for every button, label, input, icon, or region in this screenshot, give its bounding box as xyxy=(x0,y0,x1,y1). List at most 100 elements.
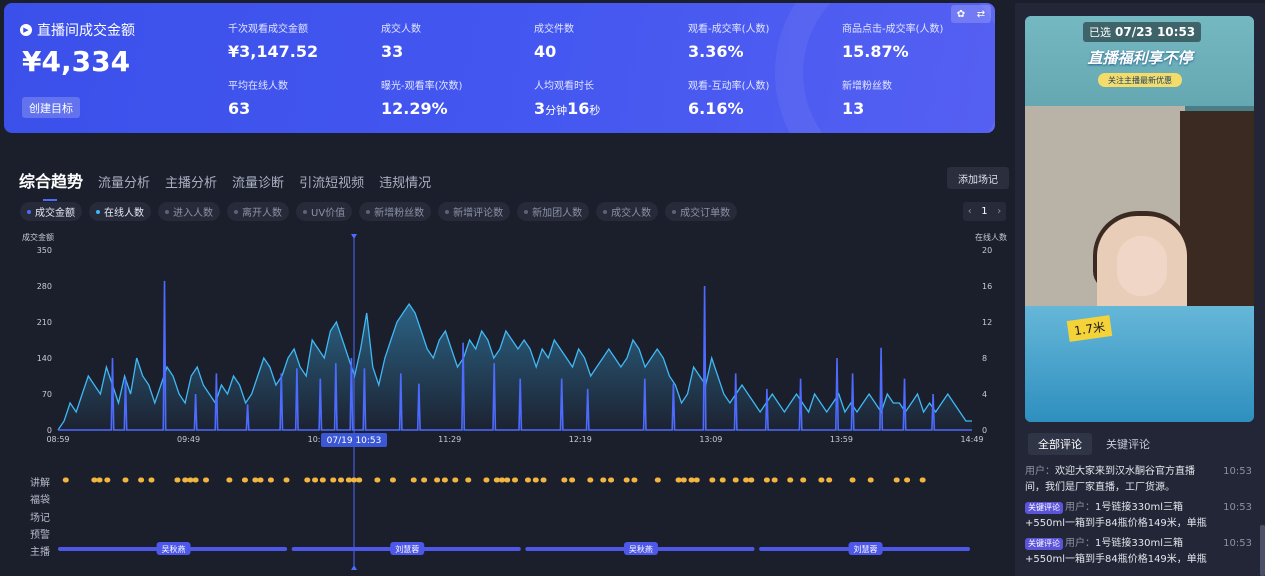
metric-label: 成交件数 xyxy=(534,24,574,35)
y-tick-left: 210 xyxy=(37,318,52,327)
explain-marker xyxy=(904,477,911,483)
metric-items: 成交件数 40 xyxy=(534,20,574,61)
metric-value: ¥3,147.52 xyxy=(228,42,319,61)
explain-marker xyxy=(356,477,363,483)
page-number: 1 xyxy=(981,206,988,217)
metric-chip[interactable]: 在线人数 xyxy=(89,202,151,221)
metric-label: 平均在线人数 xyxy=(228,81,288,92)
explain-marker xyxy=(345,477,352,483)
metric-chip[interactable]: 进入人数 xyxy=(158,202,220,221)
watch-seconds-unit: 秒 xyxy=(589,104,601,117)
explain-marker xyxy=(631,477,638,483)
explain-marker xyxy=(608,477,615,483)
explain-marker xyxy=(226,477,233,483)
chip-dot-icon xyxy=(603,209,608,214)
comment-time: 10:53 xyxy=(1223,466,1252,477)
tab-short-video[interactable]: 引流短视频 xyxy=(299,176,365,191)
comment-tabs: 全部评论 关键评论 xyxy=(1028,433,1160,455)
x-tick-label: 13:09 xyxy=(699,435,722,444)
explain-marker xyxy=(532,477,539,483)
info-icon[interactable]: ▶ xyxy=(20,24,32,36)
metric-value: 40 xyxy=(534,42,557,61)
explain-marker xyxy=(800,477,807,483)
panel-tools: ✿ ⇄ xyxy=(951,5,991,23)
explain-marker xyxy=(241,477,248,483)
settings-icon[interactable]: ✿ xyxy=(956,8,966,20)
explain-marker xyxy=(748,477,755,483)
metric-chip[interactable]: 成交金额 xyxy=(20,202,82,221)
video-banner-sub: 关注主播最新优惠 xyxy=(1098,73,1182,87)
comment-body: 关键评论 用户：1号链接330ml三箱+550ml一箱到手84瓶价格149米，单瓶 xyxy=(1025,500,1210,532)
y-tick-right: 12 xyxy=(982,318,992,327)
explain-marker xyxy=(187,477,194,483)
explain-marker xyxy=(587,477,594,483)
metric-value: 13 xyxy=(842,99,865,118)
chip-dot-icon xyxy=(234,209,238,214)
analysis-tabs: 综合趋势 流量分析 主播分析 流量诊断 引流短视频 违规情况 xyxy=(19,168,432,201)
gmv-value: ¥4,334 xyxy=(22,45,131,78)
selected-time-badge: 已选 07/23 10:53 xyxy=(1083,22,1202,42)
explain-marker xyxy=(148,477,155,483)
explain-marker xyxy=(524,477,531,483)
y-tick-left: 140 xyxy=(37,354,52,363)
x-tick-label: 13:59 xyxy=(830,435,853,444)
metric-buyers: 成交人数 33 xyxy=(381,20,421,61)
tab-traffic-diagnosis[interactable]: 流量诊断 xyxy=(232,176,285,191)
explain-marker xyxy=(826,477,833,483)
add-field-note-button[interactable]: 添加场记 xyxy=(947,167,1009,189)
metric-chip[interactable]: UV价值 xyxy=(296,202,353,221)
chip-dot-icon xyxy=(27,209,31,214)
explain-marker xyxy=(688,477,695,483)
x-tick-label: 10:39 xyxy=(308,435,331,444)
chip-dot-icon xyxy=(672,209,677,214)
explain-marker xyxy=(654,477,661,483)
chevron-right-icon[interactable]: › xyxy=(997,206,1002,217)
metric-new-fans: 新增粉丝数 13 xyxy=(842,77,892,118)
metric-chip[interactable]: 新增评论数 xyxy=(438,202,511,221)
selected-time: 07/23 10:53 xyxy=(1115,25,1196,39)
explain-marker xyxy=(569,477,576,483)
swap-icon[interactable]: ⇄ xyxy=(976,8,986,20)
create-goal-button[interactable]: 创建目标 xyxy=(22,97,80,118)
explain-marker xyxy=(693,477,700,483)
gmv-title: ▶ 直播间成交金额 xyxy=(20,20,135,40)
tab-key-comments[interactable]: 关键评论 xyxy=(1106,438,1150,451)
metric-chip[interactable]: 成交订单数 xyxy=(665,202,738,221)
metric-label: 商品点击-成交率(人数) xyxy=(842,24,944,35)
video-shelf xyxy=(1180,111,1254,311)
comments-scrollbar[interactable] xyxy=(1260,525,1265,576)
metric-chip[interactable]: 离开人数 xyxy=(227,202,289,221)
metric-chip[interactable]: 新加团人数 xyxy=(517,202,590,221)
metric-chips: 成交金额 在线人数 进入人数 离开人数 UV价值 新增粉丝数 新增评论数 新加团人数 成交人数 成… xyxy=(20,202,738,221)
comment-text: 欢迎大家来到汉水酮谷官方直播间，我们是厂家直播，工厂货源。 xyxy=(1025,466,1195,493)
explain-marker xyxy=(919,477,926,483)
explain-marker xyxy=(709,477,716,483)
metric-chip[interactable]: 成交人数 xyxy=(596,202,659,221)
y-tick-right: 4 xyxy=(982,390,987,399)
tab-traffic-analysis[interactable]: 流量分析 xyxy=(98,176,151,191)
explain-marker xyxy=(675,477,682,483)
chevron-left-icon[interactable]: ‹ xyxy=(967,206,972,217)
metric-label: 成交人数 xyxy=(381,24,421,35)
host-face xyxy=(1117,236,1167,296)
selected-label: 已选 xyxy=(1089,26,1111,39)
host-name-badge xyxy=(848,542,883,555)
explain-marker xyxy=(504,477,511,483)
comment-item: 关键评论 用户：1号链接330ml三箱+550ml一箱到手84瓶价格149米，单瓶… xyxy=(1025,536,1252,568)
explain-marker xyxy=(122,477,129,483)
tab-host-analysis[interactable]: 主播分析 xyxy=(165,176,218,191)
explain-marker xyxy=(893,477,900,483)
tab-all-comments[interactable]: 全部评论 xyxy=(1028,433,1092,455)
tab-violations[interactable]: 违规情况 xyxy=(379,176,432,191)
metric-value: 33 xyxy=(381,42,404,61)
trend-chart[interactable]: 成交金额 在线人数 0 70 140 210 280 350 0 4 8 12 16 20 08:59 09:… xyxy=(0,228,1010,576)
live-video-frame[interactable] xyxy=(1025,16,1254,422)
tab-overall-trend[interactable]: 综合趋势 xyxy=(19,168,83,201)
explain-marker xyxy=(561,477,568,483)
explain-marker xyxy=(182,477,189,483)
chip-dot-icon xyxy=(524,209,529,214)
explain-marker xyxy=(818,477,825,483)
y-tick-left: 0 xyxy=(47,426,52,435)
metric-chip[interactable]: 新增粉丝数 xyxy=(359,202,432,221)
